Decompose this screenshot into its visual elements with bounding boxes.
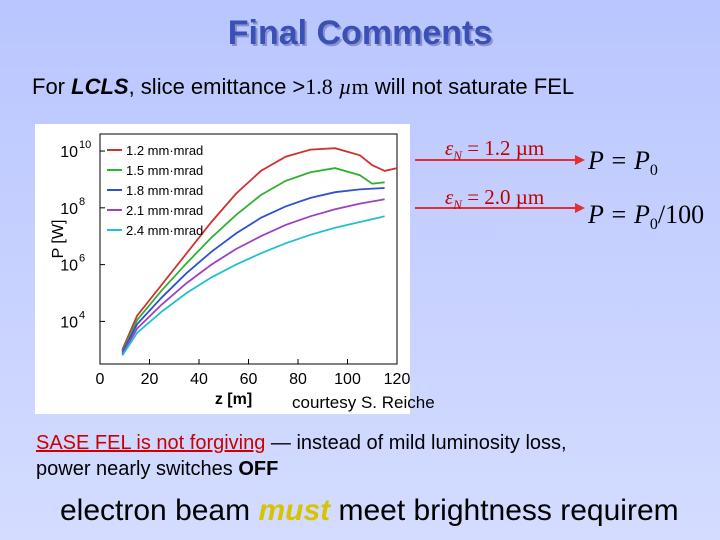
power-plot: 0 20 40 60 80 100 120 10 4 10 6 10 8 10 10 z [m] P [W] 1.… — [35, 124, 410, 414]
slide-title: Final Comments — [227, 14, 493, 52]
legend-entry-4: 2.1 mm·mrad — [126, 203, 203, 218]
y-axis-label: P [W] — [50, 220, 67, 259]
legend-entry-5: 2.4 mm·mrad — [126, 223, 203, 238]
emittance-label-2: εN = 2.0 µm — [445, 185, 545, 213]
y-tick-exponent: 8 — [79, 196, 85, 208]
subtitle: For LCLS, slice emittance >1.8 µm will n… — [32, 74, 575, 99]
not-forgiving-text: SASE FEL is not forgiving — [36, 432, 266, 454]
conclusion-text: electron beam must meet brightness requi… — [60, 494, 679, 527]
series-line-3 — [121, 187, 385, 354]
x-tick-label: 100 — [334, 371, 361, 388]
arrows — [415, 155, 585, 213]
x-tick-label: 60 — [240, 371, 258, 388]
must-word: must — [258, 494, 331, 527]
lcls-label: LCLS — [71, 74, 129, 99]
off-text: OFF — [238, 458, 279, 480]
credit-text: courtesy S. Reiche — [292, 393, 435, 412]
power-label-1: P = P0 — [588, 146, 658, 180]
y-tick-exponent: 10 — [79, 139, 91, 151]
x-tick-label: 40 — [190, 371, 208, 388]
y-tick-label: 10 — [60, 258, 78, 275]
emittance-label-1: εN = 1.2 µm — [445, 136, 545, 164]
x-tick-label: 120 — [384, 371, 410, 388]
series-line-1 — [121, 147, 398, 351]
arrow-head-1 — [575, 155, 585, 165]
comment-text: SASE FEL is not forgiving — instead of m… — [36, 432, 567, 480]
legend-entry-3: 1.8 mm·mrad — [126, 183, 203, 198]
y-tick-exponent: 4 — [79, 309, 85, 321]
power-label-2: P = P0/100 — [588, 200, 705, 234]
x-axis-label: z [m] — [215, 391, 252, 408]
series-line-5 — [121, 215, 385, 356]
series-line-2 — [121, 167, 385, 352]
x-tick-label: 80 — [289, 371, 307, 388]
x-tick-label: 20 — [141, 371, 159, 388]
arrow-head-2 — [575, 203, 585, 213]
y-tick-label: 10 — [60, 314, 78, 331]
legend-entry-2: 1.5 mm·mrad — [126, 163, 203, 178]
series-line-4 — [121, 198, 385, 355]
legend-entry-1: 1.2 mm·mrad — [126, 143, 203, 158]
x-tick-label: 0 — [96, 371, 105, 388]
y-tick-exponent: 6 — [79, 253, 85, 265]
y-tick-label: 10 — [60, 144, 78, 161]
y-tick-label: 10 — [60, 201, 78, 218]
